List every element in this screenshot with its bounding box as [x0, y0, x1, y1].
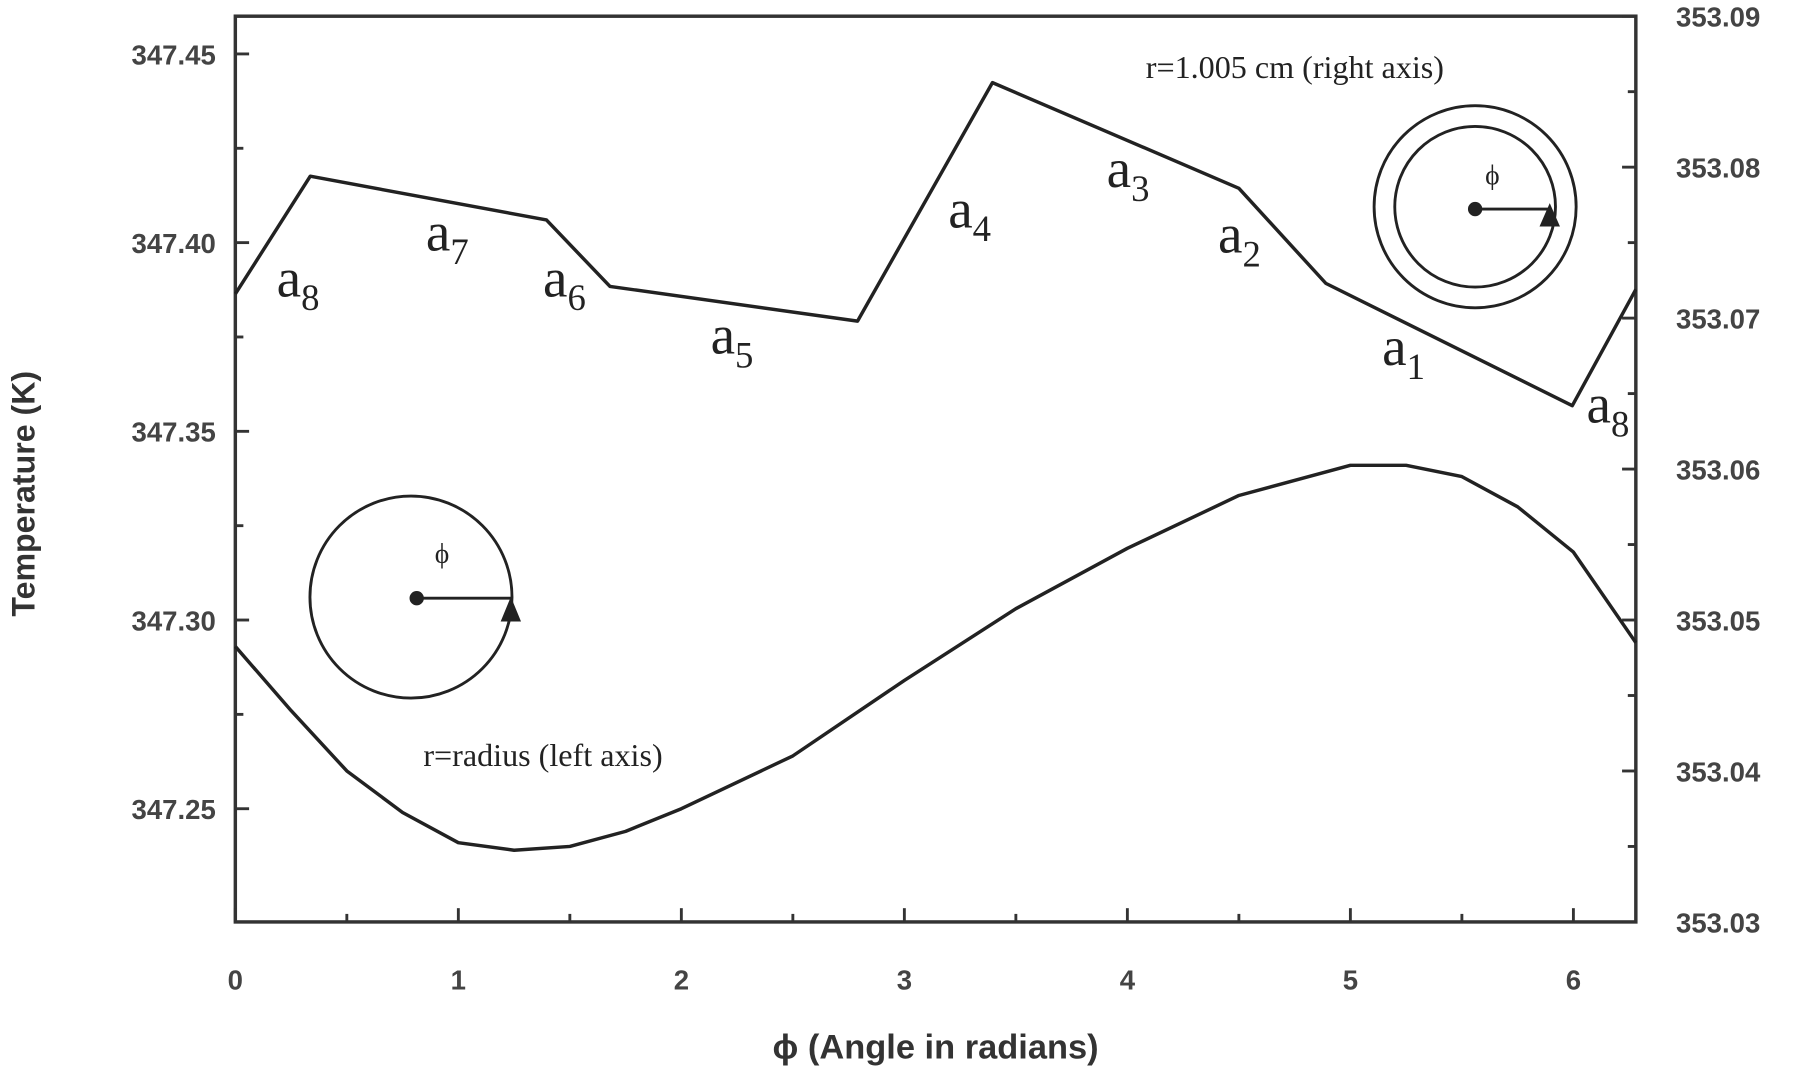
- x-tick-label: 5: [1343, 965, 1358, 996]
- y2-tick-label: 353.06: [1676, 454, 1760, 485]
- y2-tick-label: 353.05: [1676, 605, 1760, 636]
- inset-label: ϕ: [1485, 159, 1500, 190]
- y-tick-label: 347.40: [132, 228, 216, 259]
- y2-tick-label: 353.09: [1676, 2, 1760, 33]
- x-tick-label: 2: [674, 965, 689, 996]
- annotation: a3: [1107, 138, 1150, 209]
- annotation-sub: 8: [1611, 403, 1629, 444]
- annotation: a8: [1586, 374, 1629, 445]
- y-axis-label: Temperature (K): [5, 371, 41, 617]
- annotation: a6: [543, 247, 586, 318]
- annotation-sub: 4: [973, 208, 991, 249]
- x-tick-label: 0: [228, 965, 243, 996]
- annotation-sub: 3: [1131, 168, 1149, 209]
- y2-tick-label: 353.08: [1676, 152, 1760, 183]
- annotation-text: a: [1218, 204, 1242, 265]
- annotation-text: a: [1382, 316, 1406, 377]
- annotation-text: a: [711, 305, 735, 366]
- annotation: a2: [1218, 204, 1261, 275]
- y-tick-label: 347.35: [132, 417, 216, 448]
- y-tick-label: 347.25: [132, 794, 216, 825]
- line: [234, 463, 1638, 852]
- x-tick-label: 4: [1120, 965, 1136, 996]
- line: [233, 80, 1638, 408]
- y2-tick-label: 353.04: [1676, 756, 1761, 787]
- inset-left: [308, 494, 522, 700]
- y2-tick-label: 353.03: [1676, 907, 1760, 938]
- annotation: a4: [948, 178, 991, 249]
- annotation-sub: 2: [1242, 233, 1260, 274]
- annotation: a1: [1382, 316, 1425, 387]
- annotation-sub: 5: [735, 334, 753, 375]
- y-tick-label: 347.30: [132, 605, 216, 636]
- annotation-sub: 8: [301, 277, 319, 318]
- y2-tick-label: 353.07: [1676, 303, 1760, 334]
- x-tick-label: 1: [451, 965, 466, 996]
- annotation-sub: 7: [450, 231, 468, 272]
- annotation-text: a: [426, 201, 450, 262]
- inset-label: ϕ: [435, 538, 450, 569]
- x-tick-label: 6: [1566, 965, 1581, 996]
- note: r=1.005 cm (right axis): [1146, 49, 1444, 85]
- annotation-text: a: [948, 178, 972, 239]
- note: r=radius (left axis): [423, 737, 662, 773]
- annotation-text: a: [1107, 138, 1131, 199]
- annotation-text: a: [277, 247, 301, 308]
- annotation-sub: 6: [567, 277, 585, 318]
- inset-right: [1372, 104, 1578, 310]
- annotation-sub: 1: [1407, 346, 1425, 387]
- y-tick-label: 347.45: [132, 39, 216, 70]
- annotation: a7: [426, 201, 469, 272]
- annotation: a8: [277, 247, 320, 318]
- x-axis-label: ϕ (Angle in radians): [773, 1029, 1099, 1067]
- annotation-text: a: [1586, 374, 1610, 435]
- annotation-text: a: [543, 247, 567, 308]
- annotation: a5: [711, 305, 754, 376]
- x-tick-label: 3: [897, 965, 912, 996]
